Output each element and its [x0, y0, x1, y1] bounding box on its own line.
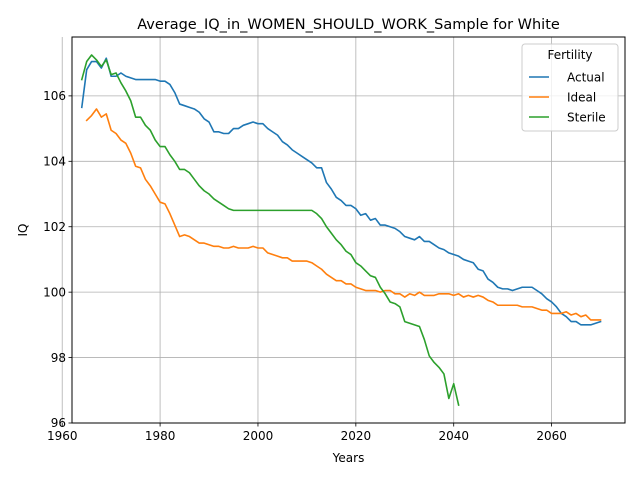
plot-area — [61, 36, 626, 424]
series-lines — [80, 54, 602, 406]
series-line-ideal — [85, 108, 602, 321]
x-tick-label: 2040 — [438, 429, 469, 443]
legend-label-actual: Actual — [567, 70, 605, 84]
plot-frame — [71, 36, 626, 424]
y-axis-title: IQ — [16, 224, 30, 237]
y-tick-label: 104 — [43, 155, 66, 169]
y-tick-label: 98 — [51, 351, 66, 365]
legend-entries: Actual Ideal Sterile — [529, 70, 606, 124]
y-tick-label: 96 — [51, 416, 66, 430]
chart-title: Average_IQ_in_WOMEN_SHOULD_WORK_Sample f… — [137, 17, 560, 33]
legend-label-sterile: Sterile — [567, 110, 606, 124]
y-tick-label: 102 — [43, 220, 66, 234]
series-line-sterile — [80, 54, 460, 406]
x-tick-label: 1960 — [47, 429, 78, 443]
legend-label-ideal: Ideal — [567, 90, 596, 104]
y-tick-label: 100 — [43, 285, 66, 299]
x-tick-label: 2020 — [341, 429, 372, 443]
x-tick-label: 2000 — [243, 429, 274, 443]
legend-box — [521, 43, 619, 132]
x-axis-title: Years — [332, 451, 365, 465]
y-tick-label: 106 — [43, 89, 66, 103]
legend-title: Fertility — [547, 48, 592, 62]
x-axis: 1960 1980 2000 2020 2040 2060 — [47, 423, 567, 443]
legend: Fertility Actual Ideal Sterile — [521, 43, 619, 132]
x-tick-label: 2060 — [536, 429, 567, 443]
x-tick-label: 1980 — [145, 429, 176, 443]
y-axis: 96 98 100 102 104 106 — [43, 89, 72, 430]
series-line-actual — [80, 57, 602, 326]
grid — [61, 37, 625, 424]
